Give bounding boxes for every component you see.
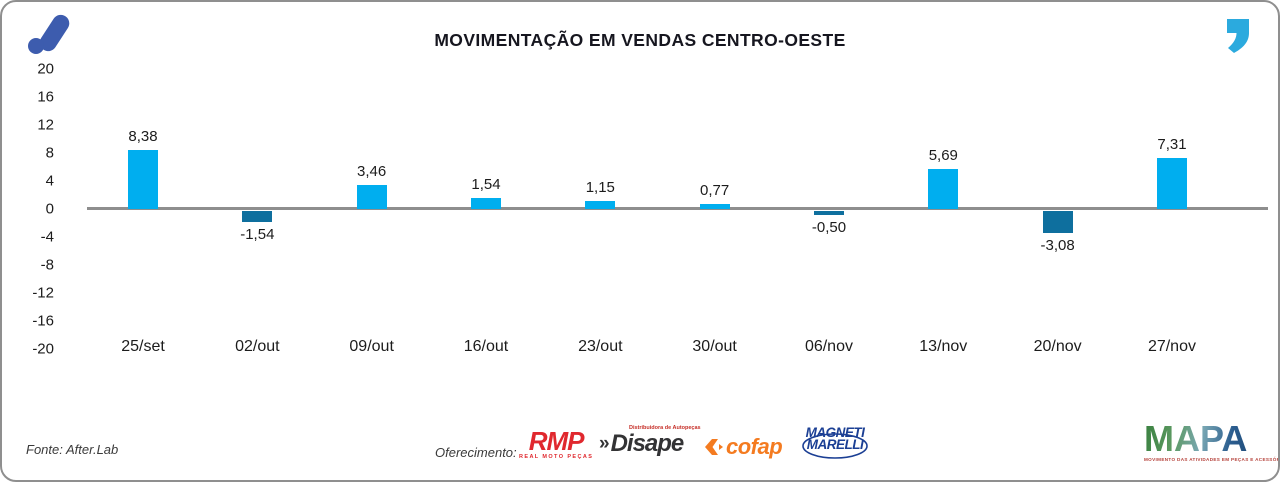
disape-logo: Distribuidora de Autopeças » Disape xyxy=(599,425,701,457)
x-axis-label: 27/nov xyxy=(1147,338,1196,355)
y-axis-tick: -4 xyxy=(40,228,54,246)
y-axis-tick: 4 xyxy=(45,172,54,190)
y-axis-tick: 0 xyxy=(45,200,54,218)
marelli-logo-line2: MARELLI xyxy=(806,436,864,452)
bar-16-out xyxy=(470,198,501,209)
x-axis-label: 25/set xyxy=(121,338,165,355)
bar-value-label: 3,46 xyxy=(357,162,387,180)
rmp-logo-text: RMP xyxy=(528,426,585,456)
disape-chevrons-icon: » xyxy=(599,433,610,454)
bar-23-out xyxy=(585,200,616,209)
bar-02-out xyxy=(242,211,273,222)
sponsorship-label: Oferecimento: xyxy=(435,445,517,460)
rmp-logo-tagline: REAL MOTO PEÇAS xyxy=(519,454,594,460)
bar-value-label: 1,15 xyxy=(585,178,615,196)
bar-value-label: -3,08 xyxy=(1040,236,1075,254)
y-axis-tick: -8 xyxy=(40,256,54,274)
bar-value-label: 8,38 xyxy=(128,128,158,146)
bar-value-label: -1,54 xyxy=(240,225,275,243)
bar-20-nov xyxy=(1042,211,1073,233)
x-axis-label: 09/out xyxy=(349,338,394,355)
mapa-logo-tagline: MOVIMENTO DAS ATIVIDADES EM PEÇAS E ACES… xyxy=(1144,457,1280,462)
bar-value-label: 5,69 xyxy=(928,147,958,165)
y-axis-tick: -16 xyxy=(32,312,54,330)
rmp-logo: RMP REAL MOTO PEÇAS xyxy=(519,426,594,460)
y-axis-tick: 20 xyxy=(37,60,54,78)
source-note: Fonte: After.Lab xyxy=(26,442,119,457)
bar-value-label: -0,50 xyxy=(811,219,847,236)
bar-13-nov xyxy=(928,169,959,209)
mapa-logo-text: MAPA xyxy=(1144,421,1254,457)
cofap-logo-text: cofap xyxy=(726,434,783,459)
quote-icon xyxy=(1227,19,1249,53)
bar-value-label: 0,77 xyxy=(700,181,730,199)
y-axis-tick: -20 xyxy=(32,340,54,358)
bar-25-set xyxy=(128,150,158,209)
afterlab-logo-icon xyxy=(26,11,74,56)
x-axis-label: 06/nov xyxy=(804,338,853,355)
x-axis-label: 20/nov xyxy=(1033,338,1082,355)
cofap-logo: cofap xyxy=(704,434,783,459)
page-title: MOVIMENTAÇÃO EM VENDAS CENTRO-OESTE xyxy=(434,30,846,50)
disape-logo-text: Disape xyxy=(610,430,685,457)
x-axis-label: 16/out xyxy=(463,338,509,355)
x-axis-label: 13/nov xyxy=(919,338,968,355)
cofap-mark-icon xyxy=(705,439,723,455)
zero-axis-line xyxy=(87,207,1268,210)
disape-logo-tagline: Distribuidora de Autopeças xyxy=(629,425,701,431)
bar-27-nov xyxy=(1156,157,1187,209)
y-axis-tick: 16 xyxy=(37,88,54,106)
bar-06-nov xyxy=(813,211,844,215)
bar-value-label: 1,54 xyxy=(471,176,501,194)
y-axis-tick: 8 xyxy=(45,144,54,162)
bar-30-out xyxy=(699,203,730,209)
x-axis-label: 23/out xyxy=(578,338,623,355)
bar-value-label: 7,31 xyxy=(1157,135,1187,153)
y-axis-tick: -12 xyxy=(32,284,54,302)
y-axis-tick: 12 xyxy=(37,116,54,134)
x-axis-label: 02/out xyxy=(235,338,280,355)
bar-09-out xyxy=(356,184,387,209)
magneti-marelli-logo: MAGNETI MARELLI xyxy=(801,426,869,459)
x-axis-label: 30/out xyxy=(692,338,737,355)
mapa-logo: MAPA MOVIMENTO DAS ATIVIDADES EM PEÇAS E… xyxy=(1144,421,1280,463)
afterlab-logo-dot xyxy=(28,38,44,54)
